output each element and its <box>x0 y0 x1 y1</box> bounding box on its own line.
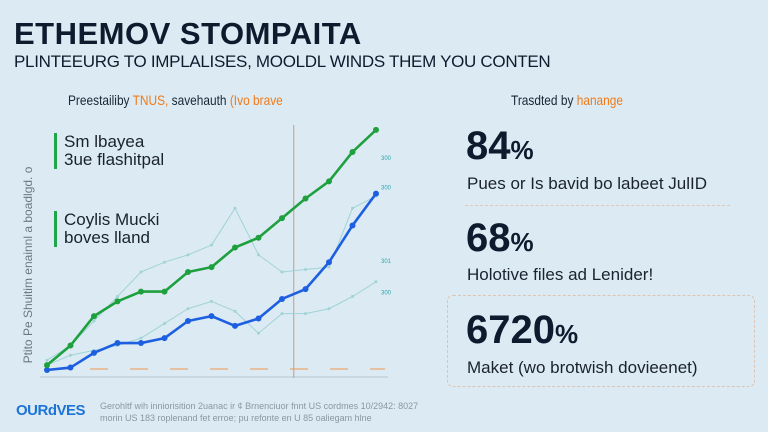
data-point <box>257 331 260 335</box>
data-point <box>139 336 143 340</box>
legend-label-line2: boves lland <box>64 228 151 247</box>
stats-heading-prefix: Trasdted by <box>511 92 577 108</box>
data-point <box>45 358 49 362</box>
data-point <box>255 315 262 322</box>
data-point <box>139 270 143 274</box>
data-point <box>351 295 354 298</box>
chart-heading-highlight-2: (Ivo brave <box>229 92 283 108</box>
value-annotation: 300 <box>381 185 392 191</box>
legend-label-line2: 3ue flashitpal <box>64 150 165 169</box>
footer-text-2: morin US 183 roplenand fet erroe; pu ref… <box>100 413 372 423</box>
data-point <box>279 295 285 302</box>
stat-unit: % <box>554 319 579 349</box>
data-point <box>208 264 215 271</box>
legend-item-blue: Coylis Mucki boves lland <box>54 211 159 247</box>
data-point <box>114 340 121 347</box>
value-annotation: 300 <box>381 291 392 297</box>
chart-heading-middle: savehauth <box>171 92 230 108</box>
brand-logo: OURdVES <box>16 402 86 419</box>
data-point <box>114 298 121 305</box>
stat-card-3 <box>447 295 755 387</box>
data-point <box>373 126 379 133</box>
data-point <box>161 288 168 295</box>
chart-heading-highlight: TNUS, <box>132 92 172 108</box>
data-point <box>255 234 262 241</box>
data-point <box>327 307 331 311</box>
stat-number: 84 <box>466 124 511 168</box>
stat-label-1: Pues or Is bavid bo labeet JulID <box>467 174 708 193</box>
data-point <box>280 270 284 274</box>
data-point <box>233 309 237 313</box>
line-chart: 300 300 301 300 <box>40 125 392 378</box>
legend-label-line1: Coylis Mucki <box>64 210 160 229</box>
data-point <box>138 288 144 295</box>
data-point <box>91 349 97 356</box>
stat-value-1: 84% <box>466 124 534 169</box>
data-point <box>279 215 285 222</box>
stat-number: 68 <box>466 216 511 260</box>
legend-label-line1: Sm lbayea <box>64 132 145 151</box>
value-annotation: 301 <box>381 259 392 265</box>
divider <box>465 205 730 206</box>
data-point <box>304 312 307 316</box>
data-point <box>351 206 354 210</box>
stat-unit: % <box>510 135 534 165</box>
stat-value-3: 6720% <box>466 308 578 353</box>
data-point <box>232 322 238 329</box>
data-point <box>163 321 166 325</box>
data-point <box>185 269 191 275</box>
stat-unit: % <box>510 227 534 257</box>
stat-number: 6720 <box>466 308 555 352</box>
data-point <box>349 148 356 155</box>
stats-heading-highlight: hanange <box>576 92 624 108</box>
data-point <box>44 362 50 369</box>
data-point <box>327 265 331 269</box>
data-point <box>67 342 74 349</box>
data-point <box>232 244 238 251</box>
data-point <box>161 335 168 342</box>
stats-heading: Trasdted by hanange <box>511 92 623 108</box>
data-point <box>302 195 309 202</box>
page-title: ETHEMOV STOMPAITA <box>14 16 362 51</box>
data-point <box>374 280 378 284</box>
data-point <box>302 286 309 293</box>
chart-heading-prefix: Preestailiby <box>68 92 133 108</box>
data-point <box>91 313 97 320</box>
chart-heading: Preestailiby TNUS, savehauth (Ivo brave <box>68 92 283 108</box>
data-point <box>69 353 72 357</box>
footer-text-1: Gerohltf wih inniorisition 2uanac ir ¢ B… <box>100 401 419 411</box>
data-point <box>186 307 190 311</box>
legend-item-green: Sm lbayea 3ue flashitpal <box>54 133 164 169</box>
data-point <box>326 178 332 185</box>
data-point <box>373 190 379 197</box>
data-point <box>67 364 74 371</box>
value-annotation: 300 <box>381 156 392 162</box>
data-point <box>349 222 356 229</box>
data-point <box>163 260 166 264</box>
data-point <box>208 313 215 320</box>
stat-value-2: 68% <box>466 216 534 261</box>
data-point <box>257 253 260 257</box>
data-point <box>210 243 213 247</box>
data-point <box>92 319 96 323</box>
page-subtitle: PLINTEEURG TO IMPLALISES, MOOLDL WINDS T… <box>14 52 551 71</box>
data-point <box>44 367 50 373</box>
data-point <box>326 259 332 266</box>
stat-label-2: Holotive files ad Lenider! <box>467 265 654 284</box>
data-point <box>304 268 307 272</box>
stat-label-3: Maket (wo brotwish dovieenet) <box>467 358 698 377</box>
data-point <box>210 299 213 303</box>
data-point <box>138 340 144 347</box>
data-point <box>185 318 191 324</box>
data-point <box>186 253 190 257</box>
data-point <box>233 206 237 210</box>
data-point <box>116 295 119 298</box>
data-point <box>280 312 284 316</box>
